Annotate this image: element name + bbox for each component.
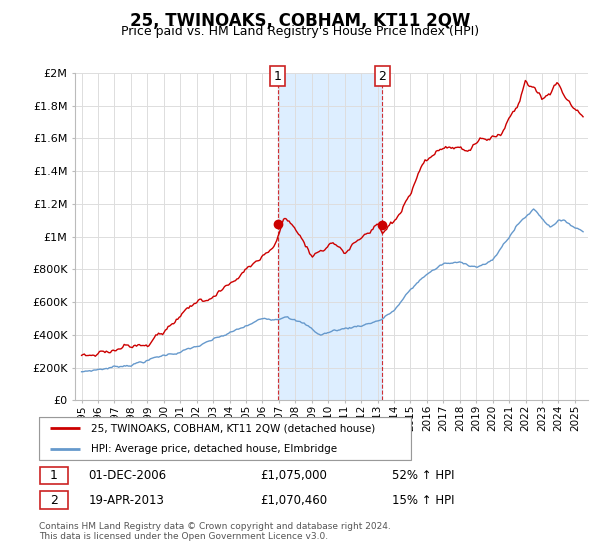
Text: 19-APR-2013: 19-APR-2013 <box>89 493 164 507</box>
Text: Price paid vs. HM Land Registry's House Price Index (HPI): Price paid vs. HM Land Registry's House … <box>121 25 479 38</box>
Text: 25, TWINOAKS, COBHAM, KT11 2QW (detached house): 25, TWINOAKS, COBHAM, KT11 2QW (detached… <box>91 423 376 433</box>
Text: 1: 1 <box>50 469 58 482</box>
Text: 15% ↑ HPI: 15% ↑ HPI <box>392 493 455 507</box>
Text: 25, TWINOAKS, COBHAM, KT11 2QW: 25, TWINOAKS, COBHAM, KT11 2QW <box>130 12 470 30</box>
FancyBboxPatch shape <box>40 466 68 484</box>
Text: Contains HM Land Registry data © Crown copyright and database right 2024.
This d: Contains HM Land Registry data © Crown c… <box>39 522 391 542</box>
FancyBboxPatch shape <box>40 491 68 509</box>
Text: 2: 2 <box>379 69 386 82</box>
FancyBboxPatch shape <box>40 417 410 460</box>
Text: £1,070,460: £1,070,460 <box>260 493 327 507</box>
Text: £1,075,000: £1,075,000 <box>260 469 326 482</box>
Text: HPI: Average price, detached house, Elmbridge: HPI: Average price, detached house, Elmb… <box>91 444 337 454</box>
Bar <box>278 73 382 400</box>
Text: 2: 2 <box>50 493 58 507</box>
Text: 1: 1 <box>274 69 281 82</box>
Text: 01-DEC-2006: 01-DEC-2006 <box>89 469 167 482</box>
Text: 52% ↑ HPI: 52% ↑ HPI <box>392 469 455 482</box>
